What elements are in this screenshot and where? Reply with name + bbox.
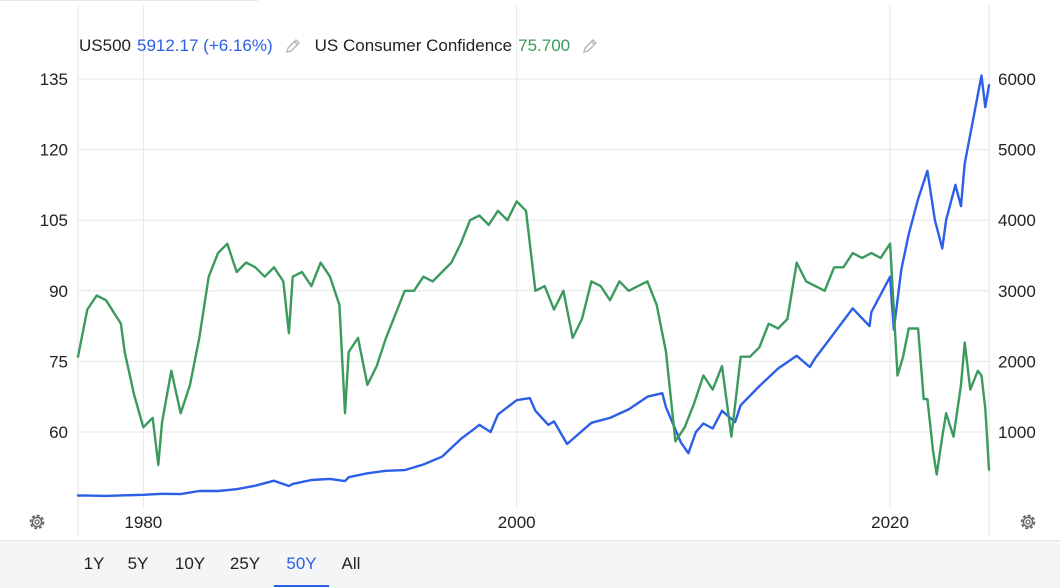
range-selector: 1Y 5Y 10Y 25Y 50Y All xyxy=(0,540,1060,588)
y-right-tick-label: 3000 xyxy=(998,282,1036,301)
series-line-consumer-confidence xyxy=(76,200,991,476)
range-button-5y[interactable]: 5Y xyxy=(127,554,149,573)
gear-icon[interactable] xyxy=(26,511,48,533)
range-button-all[interactable]: All xyxy=(341,554,361,573)
y-right-tick-label: 4000 xyxy=(998,211,1036,230)
range-button-10y[interactable]: 10Y xyxy=(174,554,206,573)
gear-icon[interactable] xyxy=(1017,511,1039,533)
y-left-tick-label: 120 xyxy=(40,141,68,160)
series xyxy=(76,74,991,498)
chart-area: 135 120 105 90 75 60 6000 5000 4000 3000 2000 1000 1… xyxy=(40,5,1036,536)
y-right-tick-label: 6000 xyxy=(998,70,1036,89)
x-tick-label: 2020 xyxy=(871,513,909,532)
y-right-tick-label: 1000 xyxy=(998,423,1036,442)
legend-series1-name: US500 xyxy=(79,36,131,55)
y-left-tick-label: 105 xyxy=(40,211,68,230)
range-button-1y[interactable]: 1Y xyxy=(83,554,105,573)
x-tick-label: 1980 xyxy=(124,513,162,532)
pencil-icon[interactable] xyxy=(283,36,303,56)
top-divider xyxy=(0,0,258,1)
grid xyxy=(77,5,990,536)
range-button-25y[interactable]: 25Y xyxy=(229,554,261,573)
y-left-tick-label: 135 xyxy=(40,70,68,89)
y-right-tick-label: 2000 xyxy=(998,352,1036,371)
axes: 135 120 105 90 75 60 6000 5000 4000 3000 2000 1000 1… xyxy=(40,70,1036,532)
y-left-tick-label: 90 xyxy=(49,282,68,301)
x-tick-label: 2000 xyxy=(498,513,536,532)
legend-series2-value: 75.700 xyxy=(518,36,571,55)
chart-legend: US500 5912.17 (+6.16%) US Consumer Confi… xyxy=(79,36,612,56)
y-left-tick-label: 75 xyxy=(49,352,68,371)
y-left-tick-label: 60 xyxy=(49,423,68,442)
range-button-50y[interactable]: 50Y xyxy=(274,541,329,587)
pencil-icon[interactable] xyxy=(580,36,600,56)
legend-series2-name: US Consumer Confidence xyxy=(314,36,513,55)
legend-series1-value: 5912.17 (+6.16%) xyxy=(136,36,273,55)
series-line-us500 xyxy=(76,74,991,498)
y-right-tick-label: 5000 xyxy=(998,141,1036,160)
